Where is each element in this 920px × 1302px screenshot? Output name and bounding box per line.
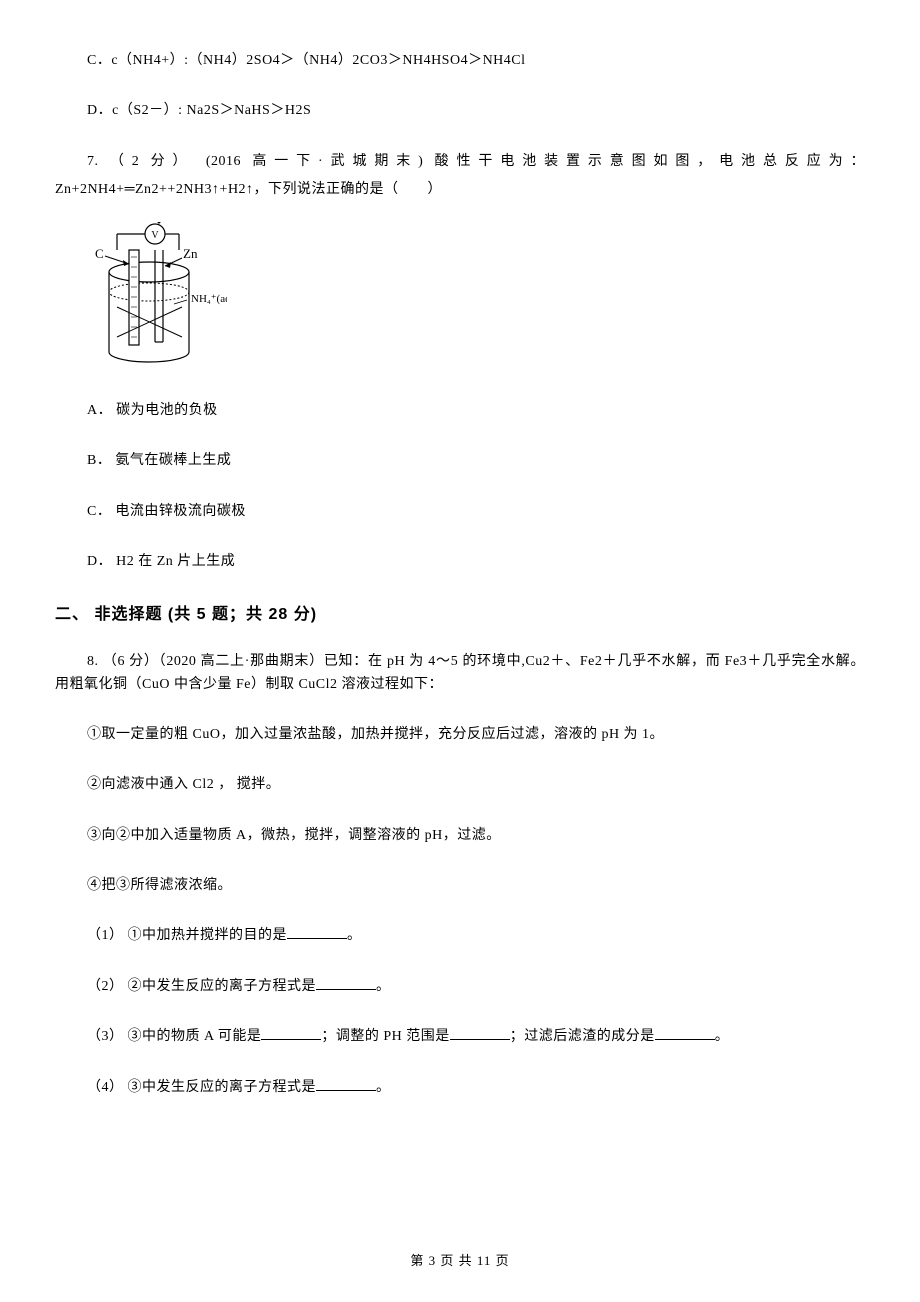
sq3-suffix: 。 — [715, 1029, 730, 1044]
blank-3c — [655, 1026, 715, 1040]
sq1-prefix: （1） ①中加热并搅拌的目的是 — [87, 928, 287, 943]
section-2-header: 二、 非选择题 (共 5 题；共 28 分) — [55, 602, 865, 628]
subquestion-4: （4） ③中发生反应的离子方程式是 。 — [55, 1077, 865, 1099]
sq1-suffix: 。 — [347, 928, 362, 943]
sq3-mid2: ；过滤后滤渣的成分是 — [510, 1029, 655, 1044]
step-4: ④把③所得滤液浓缩。 — [55, 875, 865, 897]
page-footer: 第 3 页 共 11 页 — [0, 1251, 920, 1272]
sq3-prefix: （3） ③中的物质 A 可能是 — [87, 1029, 261, 1044]
sq2-suffix: 。 — [376, 979, 391, 994]
carbon-label: C — [95, 246, 104, 261]
question-8-intro: 8. （6 分）（2020 高二上·那曲期末）已知：在 pH 为 4～5 的环境… — [55, 651, 865, 696]
sq3-mid1: ；调整的 PH 范围是 — [321, 1029, 449, 1044]
electrolyte-label: NH₄⁺(aq) — [191, 293, 227, 305]
option-c-top: C．c（NH4+）:（NH4）2SO4＞（NH4）2CO3＞NH4HSO4＞NH… — [55, 50, 865, 72]
q7-option-b: B． 氨气在碳棒上生成 — [55, 450, 865, 472]
question-7-line1: 7. （2 分） (2016 高一下·武城期末) 酸性干电池装置示意图如图，电池… — [55, 151, 865, 173]
blank-1 — [287, 925, 347, 939]
blank-3b — [450, 1026, 510, 1040]
step-3: ③向②中加入适量物质 A，微热，搅拌，调整溶液的 pH，过滤。 — [55, 825, 865, 847]
blank-2 — [316, 976, 376, 990]
subquestion-1: （1） ①中加热并搅拌的目的是 。 — [55, 925, 865, 947]
question-7-line2: Zn+2NH4+═Zn2++2NH3↑+H2↑，下列说法正确的是（ ） — [55, 179, 865, 201]
q7-option-c: C． 电流由锌极流向碳极 — [55, 501, 865, 523]
q7-option-a: A． 碳为电池的负极 — [55, 400, 865, 422]
subquestion-3: （3） ③中的物质 A 可能是 ；调整的 PH 范围是 ；过滤后滤渣的成分是 。 — [55, 1026, 865, 1048]
option-d-top: D．c（S2－）: Na2S＞NaHS＞H2S — [55, 100, 865, 122]
battery-diagram: V C Zn NH₄⁺(aq) — [87, 222, 865, 380]
sq4-prefix: （4） ③中发生反应的离子方程式是 — [87, 1080, 316, 1095]
subquestion-2: （2） ②中发生反应的离子方程式是 。 — [55, 976, 865, 998]
blank-4 — [316, 1077, 376, 1091]
q7-option-d: D． H2 在 Zn 片上生成 — [55, 551, 865, 573]
zinc-label: Zn — [183, 246, 198, 261]
sq4-suffix: 。 — [376, 1080, 391, 1095]
step-2: ②向滤液中通入 Cl2 ， 搅拌。 — [55, 774, 865, 796]
blank-3a — [261, 1026, 321, 1040]
sq2-prefix: （2） ②中发生反应的离子方程式是 — [87, 979, 316, 994]
voltmeter-label: V — [151, 230, 159, 241]
step-1: ①取一定量的粗 CuO，加入过量浓盐酸，加热并搅拌，充分反应后过滤，溶液的 pH… — [55, 724, 865, 746]
